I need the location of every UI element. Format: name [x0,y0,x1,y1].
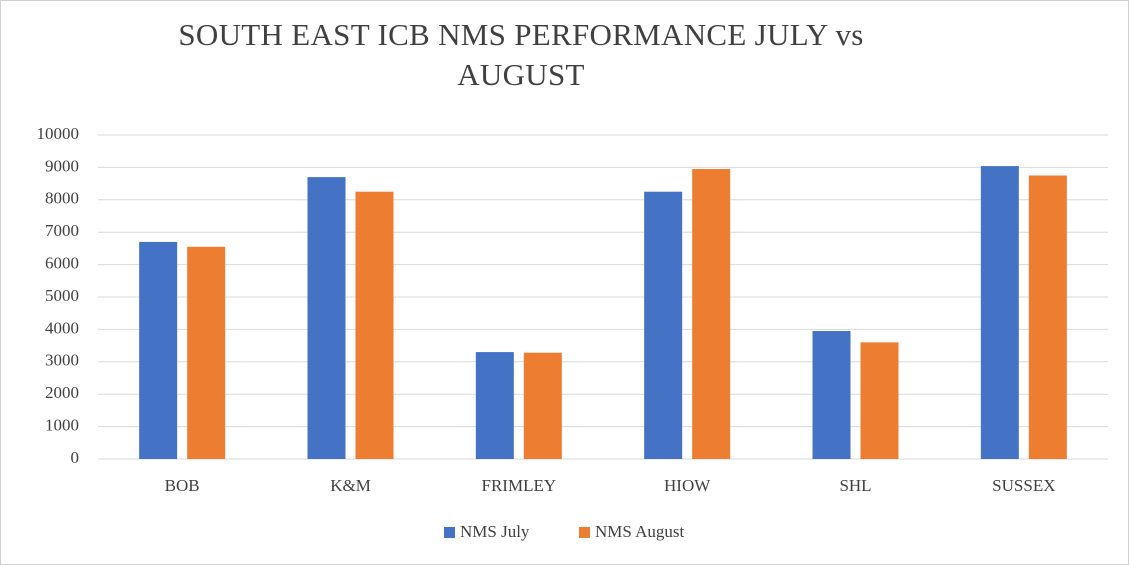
bar [475,352,514,459]
y-tick-label: 10000 [37,124,80,143]
legend-swatch [444,527,455,538]
y-tick-label: 6000 [45,254,79,273]
y-tick-label: 1000 [45,416,79,435]
x-tick-label: K&M [330,476,371,495]
y-tick-label: 0 [71,448,80,467]
x-tick-label: FRIMLEY [482,476,557,495]
y-tick-label: 2000 [45,383,79,402]
bar [139,241,178,459]
bar [692,169,731,459]
legend-label: NMS July [460,522,530,541]
bar [523,352,562,459]
x-tick-label: BOB [165,476,200,495]
bar [355,191,394,459]
bar [812,331,851,459]
y-tick-label: 3000 [45,351,79,370]
y-tick-label: 5000 [45,286,79,305]
bar [187,246,226,459]
bar [1028,175,1067,459]
y-tick-label: 9000 [45,156,79,175]
y-tick-label: 8000 [45,189,79,208]
x-tick-label: SUSSEX [992,476,1055,495]
chart-title: SOUTH EAST ICB NMS PERFORMANCE JULY vs A… [178,17,864,92]
bar [644,191,683,459]
legend-label: NMS August [595,522,685,541]
x-tick-label: SHL [839,476,871,495]
y-tick-label: 4000 [45,318,79,337]
x-tick-label: HIOW [664,476,711,495]
bar [980,166,1019,459]
y-tick-label: 7000 [45,221,79,240]
bar [307,177,346,459]
bar [860,342,899,459]
legend-swatch [579,527,590,538]
